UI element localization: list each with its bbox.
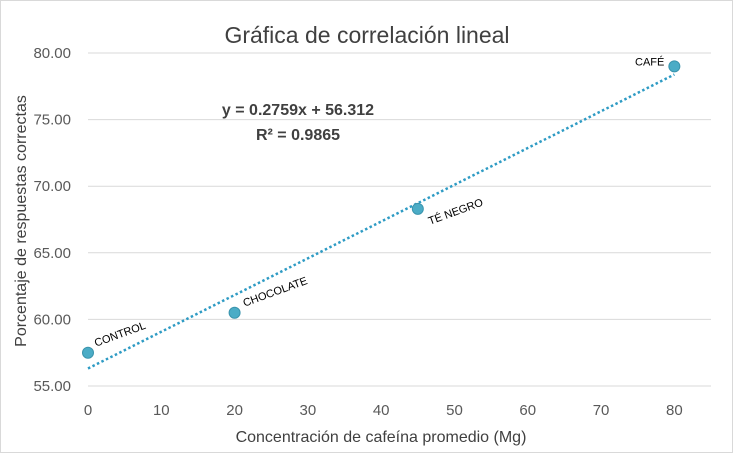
y-tick-label: 65.00 [33,245,71,262]
x-tick-label: 20 [226,402,243,419]
x-tick-label: 80 [666,402,683,419]
y-axis-label: Porcentaje de respuestas correctas [13,95,30,347]
x-tick-label: 50 [446,402,463,419]
data-point-labels: CONTROL CHOCOLATE TÉ NEGRO CAFÉ [93,55,664,349]
data-point-label: CONTROL [93,320,148,350]
data-point-label: CAFÉ [635,55,664,68]
data-point-label: TÉ NEGRO [426,196,485,228]
data-point [82,346,94,359]
gridlines [88,52,711,387]
data-point [228,306,241,319]
y-tick-labels: 55.00 60.00 65.00 70.00 75.00 80.00 [33,45,71,395]
trendline-r-squared: R² = 0.9865 [256,127,340,144]
x-tick-label: 40 [373,402,390,419]
data-point [411,202,424,215]
y-tick-label: 70.00 [33,178,71,195]
chart-title: Gráfica de correlación lineal [224,22,509,48]
x-tick-label: 10 [153,402,170,419]
data-point-label: CHOCOLATE [242,275,310,309]
trendline [87,73,675,370]
data-points [82,60,681,359]
x-tick-label: 70 [593,402,610,419]
data-point [668,60,681,73]
x-tick-labels: 0 10 20 30 40 50 60 70 80 [84,402,683,419]
x-tick-label: 60 [519,402,536,419]
trendline-equation: y = 0.2759x + 56.312 [222,102,374,119]
x-tick-label: 30 [300,402,317,419]
x-tick-label: 0 [84,402,92,419]
y-tick-label: 80.00 [33,45,71,62]
y-tick-label: 55.00 [33,378,71,395]
y-tick-label: 60.00 [33,311,71,328]
y-tick-label: 75.00 [33,112,71,129]
x-axis-label: Concentración de cafeína promedio (Mg) [236,429,527,446]
